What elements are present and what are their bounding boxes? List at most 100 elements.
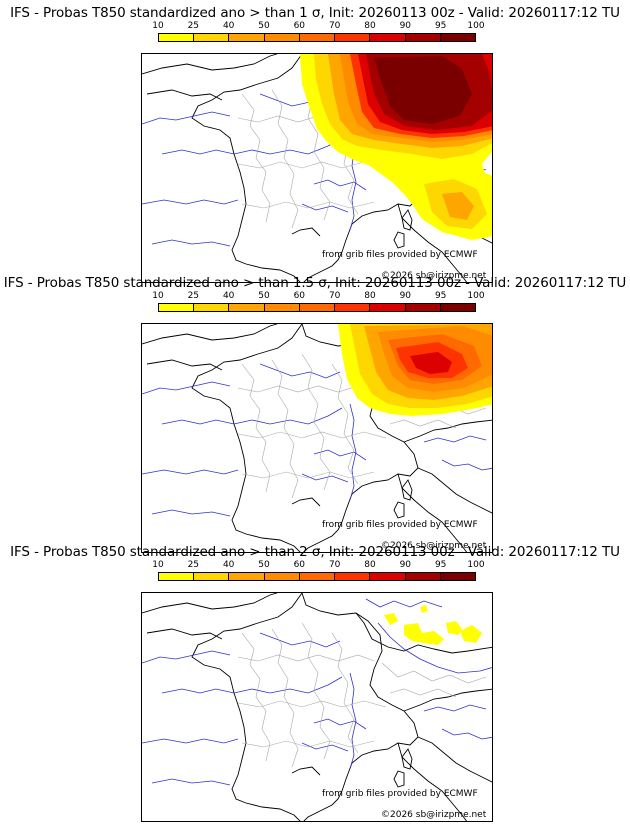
region-border <box>331 632 359 754</box>
scale-label: 90 <box>399 21 412 31</box>
coastline-border <box>142 593 278 614</box>
coastline-border <box>393 231 405 249</box>
panel-title: IFS - Probas T850 standardized ano > tha… <box>10 5 620 21</box>
river-line <box>423 704 487 712</box>
coastline-border <box>291 766 321 776</box>
scale-label: 60 <box>293 291 306 301</box>
coastline-border <box>397 203 468 282</box>
scale-swatch <box>440 34 475 41</box>
region-border <box>389 419 457 429</box>
region-border <box>271 89 299 229</box>
scale-label: 40 <box>222 21 235 31</box>
coastline-border <box>191 593 303 821</box>
coastline-border <box>397 473 468 552</box>
scale-color-bar <box>158 572 476 581</box>
scale-swatch <box>264 573 300 580</box>
region-border <box>331 363 359 485</box>
scale-swatch <box>159 34 195 41</box>
region-border <box>241 363 271 493</box>
scale-labels: 10 25 40 50 60 70 80 90 95 100 <box>152 560 484 571</box>
river-line <box>313 718 367 730</box>
coastline-border <box>301 593 492 654</box>
scale-label: 80 <box>364 560 376 570</box>
scale-label: 10 <box>152 21 164 31</box>
river-line <box>301 742 349 752</box>
river-line <box>142 650 231 664</box>
coastline-border <box>393 770 405 788</box>
river-line <box>259 632 341 648</box>
probability-scale: 10 25 40 50 60 70 80 90 95 100 <box>152 21 485 46</box>
scale-label: 25 <box>187 291 200 301</box>
scale-swatch <box>370 304 406 311</box>
scale-swatch <box>405 304 441 311</box>
coastline-border <box>191 324 303 552</box>
panel-title: IFS - Probas T850 standardized ano > tha… <box>3 275 627 291</box>
river-line <box>142 111 231 125</box>
river-line <box>142 738 239 744</box>
scale-labels: 10 25 40 50 60 70 80 90 95 100 <box>152 21 484 32</box>
coastline-border <box>291 497 321 507</box>
scale-label: 70 <box>328 560 341 570</box>
scale-label: 70 <box>328 21 341 31</box>
river-line <box>301 203 349 213</box>
river-line <box>349 672 357 770</box>
river-line <box>365 598 443 608</box>
coastline-border <box>146 359 223 371</box>
river-line <box>161 407 343 425</box>
river-line <box>259 363 341 379</box>
scale-swatch <box>229 34 265 41</box>
scale-label: 10 <box>152 291 164 301</box>
river-line <box>313 449 367 461</box>
coastline-border <box>401 748 413 770</box>
probability-overlay <box>384 605 482 645</box>
scale-label: 100 <box>467 560 485 570</box>
river-line <box>142 381 231 395</box>
region-border <box>241 201 375 209</box>
river-line <box>151 778 231 786</box>
scale-label: 25 <box>187 21 200 31</box>
copyright: ©2026 sb@irizpme.net <box>381 271 487 281</box>
scale-swatch <box>405 34 441 41</box>
river-line <box>301 473 349 483</box>
scale-color-bar <box>158 303 476 312</box>
scale-swatch <box>194 573 230 580</box>
scale-swatch <box>299 573 336 580</box>
scale-label: 60 <box>293 21 306 31</box>
scale-label: 95 <box>434 291 447 301</box>
river-line <box>161 137 343 155</box>
scale-label: 40 <box>222 560 235 570</box>
region-border <box>237 700 387 708</box>
map-panel-1: IFS - Probas T850 standardized ano > tha… <box>0 5 630 283</box>
scale-label: 80 <box>364 291 376 301</box>
probability-scale: 10 25 40 50 60 70 80 90 95 100 <box>152 560 485 585</box>
scale-swatch <box>370 573 406 580</box>
coastline-border <box>397 742 468 821</box>
map-frame: from grib files provided by ECMWF ©2026 … <box>141 323 493 553</box>
scale-swatch <box>264 34 300 41</box>
river-line <box>441 728 492 740</box>
river-line <box>377 622 492 674</box>
region-border <box>237 161 387 169</box>
scale-label: 100 <box>467 21 485 31</box>
region-border <box>271 359 299 499</box>
scale-label: 60 <box>293 560 306 570</box>
coastline-border <box>393 501 405 519</box>
scale-label: 50 <box>258 291 270 301</box>
river-line <box>423 435 487 443</box>
scale-swatch <box>370 34 406 41</box>
scale-swatch <box>299 34 336 41</box>
river-line <box>441 459 492 471</box>
scale-swatch <box>440 573 475 580</box>
region-border <box>241 471 375 479</box>
scale-label: 95 <box>434 21 447 31</box>
copyright: ©2026 sb@irizpme.net <box>381 810 487 820</box>
coastline-border <box>146 89 223 101</box>
probability-map <box>142 54 492 282</box>
river-line <box>313 179 367 191</box>
coastline-border <box>146 628 223 640</box>
scale-label: 100 <box>467 291 485 301</box>
region-border <box>301 622 331 760</box>
scale-label: 90 <box>399 291 412 301</box>
probability-map <box>142 324 492 552</box>
probability-overlay <box>338 324 492 416</box>
